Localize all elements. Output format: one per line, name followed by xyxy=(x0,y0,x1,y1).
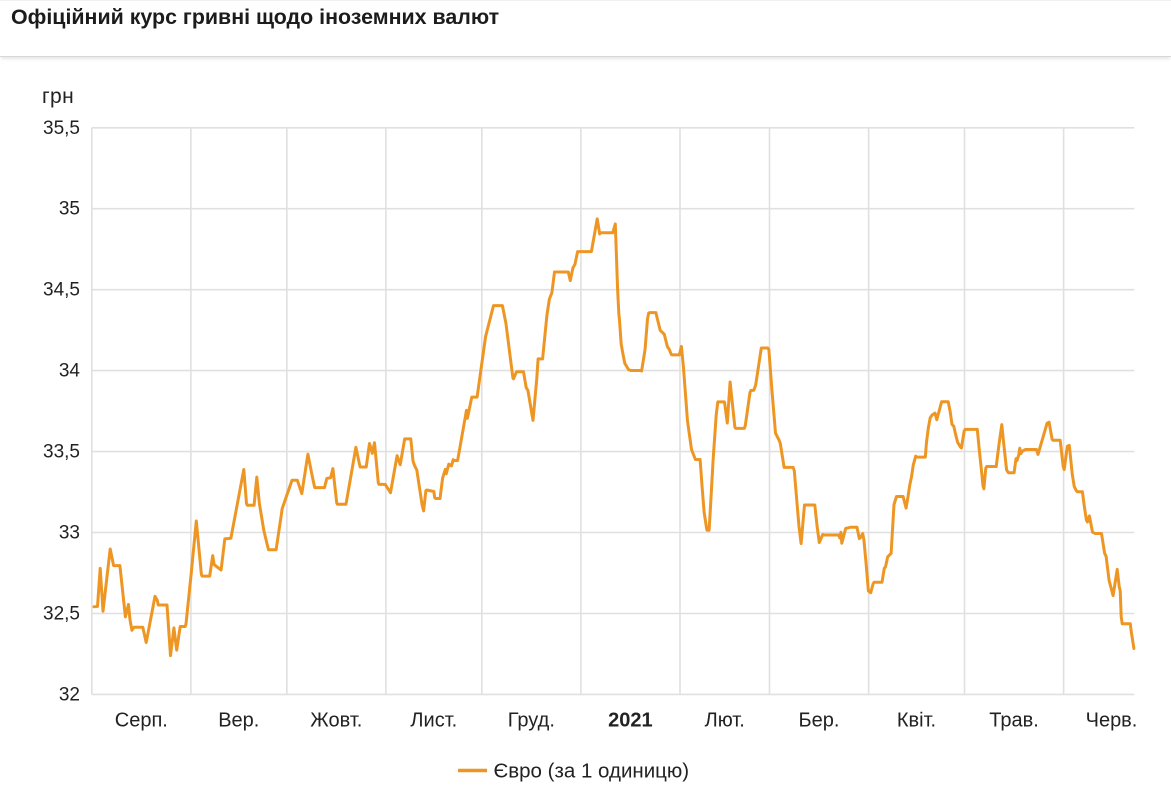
svg-text:34,5: 34,5 xyxy=(43,280,80,301)
svg-text:Лют.: Лют. xyxy=(705,709,745,731)
svg-text:Лист.: Лист. xyxy=(410,709,457,731)
svg-text:32,5: 32,5 xyxy=(43,604,80,625)
svg-text:35,5: 35,5 xyxy=(43,118,80,139)
svg-text:Євро (за 1 одиницю): Євро (за 1 одиницю) xyxy=(494,760,690,783)
svg-text:34: 34 xyxy=(59,361,81,382)
svg-text:2021: 2021 xyxy=(608,709,653,731)
svg-text:Вер.: Вер. xyxy=(218,709,259,731)
svg-text:Трав.: Трав. xyxy=(989,709,1039,731)
svg-text:32: 32 xyxy=(59,684,80,705)
svg-text:33: 33 xyxy=(59,523,80,544)
svg-text:Черв.: Черв. xyxy=(1086,709,1138,731)
svg-text:Квіт.: Квіт. xyxy=(897,709,936,731)
svg-text:Серп.: Серп. xyxy=(115,709,168,731)
svg-text:33,5: 33,5 xyxy=(43,442,80,463)
svg-text:Бер.: Бер. xyxy=(799,709,840,731)
svg-text:35: 35 xyxy=(59,199,80,220)
svg-text:Жовт.: Жовт. xyxy=(310,709,362,731)
svg-text:грн: грн xyxy=(42,85,74,108)
svg-text:Груд.: Груд. xyxy=(508,709,555,731)
